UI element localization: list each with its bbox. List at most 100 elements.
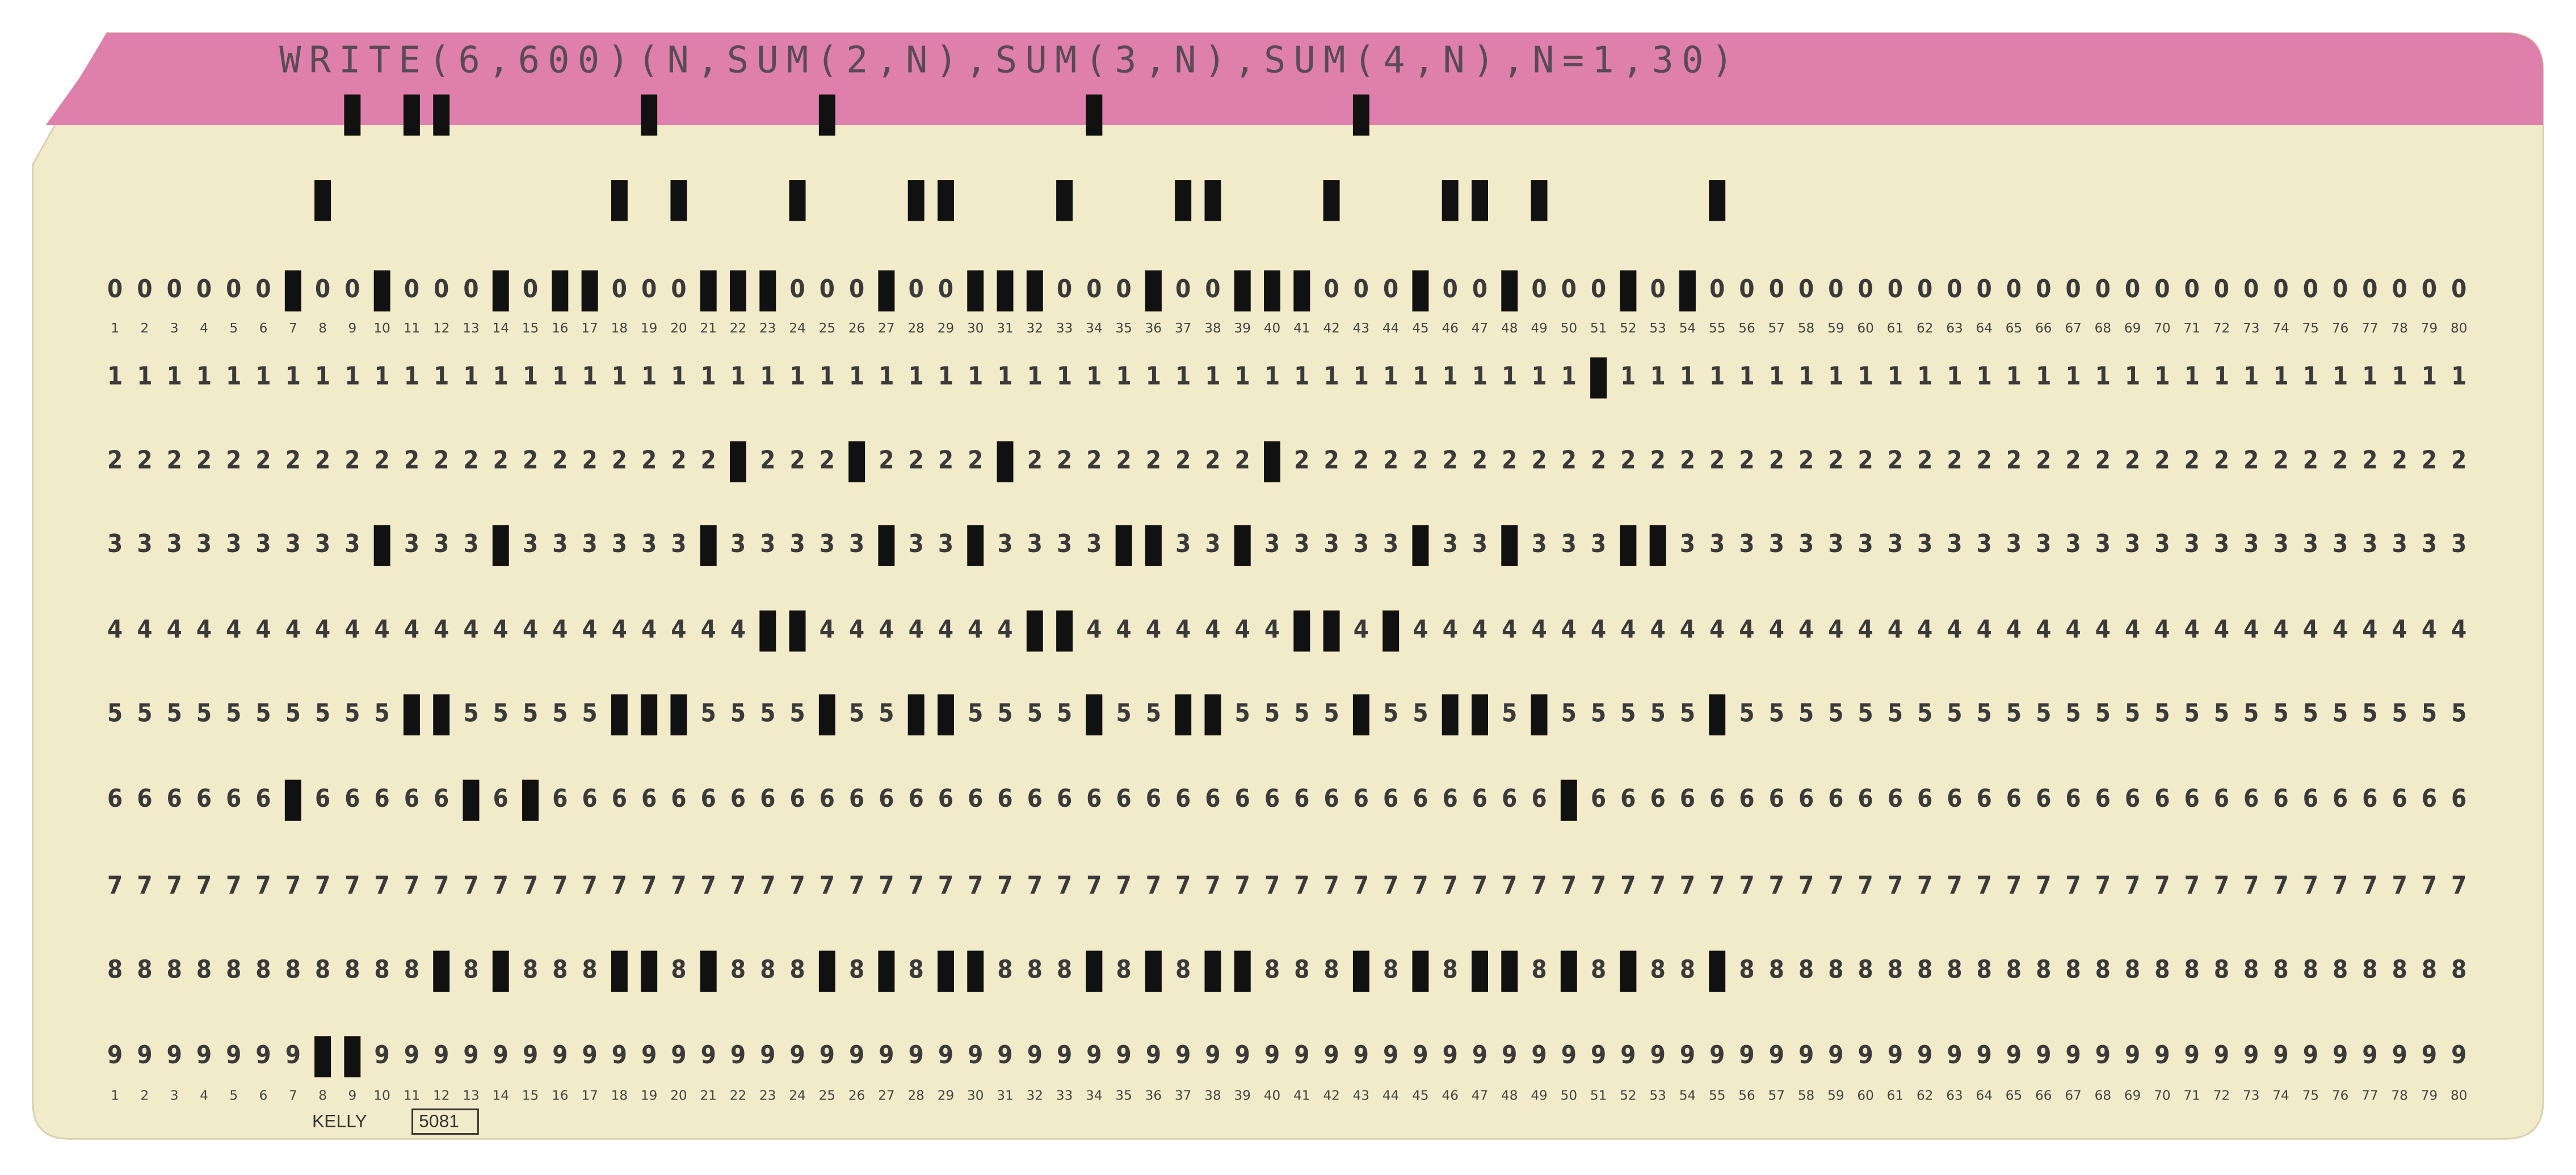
printed-digit: 9 <box>2214 1041 2229 1069</box>
printed-digit: 2 <box>1354 446 1369 474</box>
printed-digit: 3 <box>2243 530 2259 558</box>
printed-digit: 9 <box>1858 1041 1873 1069</box>
punch <box>433 694 450 736</box>
printed-digit: 5 <box>1561 699 1577 727</box>
printed-digit: 6 <box>255 785 271 813</box>
printed-digit: 2 <box>404 446 419 474</box>
printed-digit: 5 <box>1324 699 1339 727</box>
printed-digit: 6 <box>2273 785 2288 813</box>
printed-digit: 4 <box>2422 616 2437 644</box>
pink-stripe <box>46 32 2544 125</box>
printed-digit: 1 <box>493 363 509 391</box>
printed-digit: 2 <box>2184 446 2200 474</box>
punch <box>1145 525 1162 566</box>
printed-digit: 4 <box>612 616 627 644</box>
punch <box>641 950 658 992</box>
printed-digit: 5 <box>2303 699 2318 727</box>
printed-digit: 9 <box>196 1041 212 1069</box>
printed-digit: 3 <box>167 530 182 558</box>
printed-digit: 5 <box>1294 699 1309 727</box>
printed-digit: 5 <box>1977 699 1992 727</box>
printed-digit: 2 <box>1086 446 1102 474</box>
printed-digit: 9 <box>1443 1041 1458 1069</box>
column-number: 35 <box>1115 321 1132 336</box>
printed-digit: 9 <box>849 1041 864 1069</box>
printed-digit: 2 <box>1709 446 1725 474</box>
printed-digit: 3 <box>137 530 152 558</box>
printed-digit: 4 <box>1917 616 1932 644</box>
printed-digit: 0 <box>255 275 271 304</box>
interpretation: WRITE(6,600)(N,SUM(2,N),SUM(3,N),SUM(4,N… <box>279 40 1733 82</box>
printed-digit: 9 <box>1086 1041 1102 1069</box>
column-number: 43 <box>1353 321 1369 336</box>
printed-digit: 2 <box>1324 446 1339 474</box>
column-number: 77 <box>2361 1088 2378 1103</box>
printed-digit: 4 <box>1413 616 1428 644</box>
printed-digit: 5 <box>2184 699 2200 727</box>
printed-digit: 1 <box>226 363 241 391</box>
printed-digit: 4 <box>226 616 241 644</box>
printed-digit: 2 <box>612 446 627 474</box>
punch <box>1472 694 1488 736</box>
column-number: 2 <box>141 1088 149 1103</box>
column-number: 3 <box>170 1088 179 1103</box>
punch <box>1115 525 1132 566</box>
column-number: 52 <box>1620 1088 1636 1103</box>
printed-digit: 1 <box>315 363 330 391</box>
printed-digit: 6 <box>404 785 419 813</box>
column-number: 39 <box>1234 321 1251 336</box>
printed-digit: 6 <box>552 785 568 813</box>
printed-digit: 8 <box>1294 955 1309 984</box>
punch <box>1620 525 1637 566</box>
column-number: 3 <box>170 321 179 336</box>
printed-digit: 2 <box>1947 446 1962 474</box>
printed-digit: 5 <box>1947 699 1962 727</box>
printed-digit: 7 <box>760 872 775 900</box>
punch <box>1323 610 1340 652</box>
printed-digit: 4 <box>137 616 152 644</box>
printed-digit: 5 <box>226 699 241 727</box>
printed-digit: 8 <box>1531 955 1547 984</box>
printed-digit: 6 <box>1146 785 1161 813</box>
printed-digit: 7 <box>1798 872 1814 900</box>
column-number: 16 <box>552 1088 568 1103</box>
column-number: 60 <box>1857 1088 1873 1103</box>
punch <box>1234 525 1251 566</box>
printed-digit: 5 <box>1146 699 1161 727</box>
punch <box>997 441 1014 483</box>
printed-digit: 9 <box>434 1041 449 1069</box>
printed-digit: 2 <box>789 446 805 474</box>
printed-digit: 7 <box>2422 872 2437 900</box>
column-number: 5 <box>229 1088 238 1103</box>
printed-digit: 6 <box>2451 785 2466 813</box>
printed-digit: 8 <box>226 955 241 984</box>
printed-digit: 9 <box>730 1041 746 1069</box>
column-number: 54 <box>1679 1088 1696 1103</box>
printed-digit: 7 <box>255 872 271 900</box>
printed-digit: 3 <box>107 530 123 558</box>
punch <box>848 441 865 483</box>
printed-digit: 3 <box>1828 530 1843 558</box>
printed-digit: 4 <box>404 616 419 644</box>
printed-digit: 7 <box>997 872 1012 900</box>
printed-digit: 6 <box>701 785 716 813</box>
printed-digit: 3 <box>1472 530 1487 558</box>
column-number: 69 <box>2124 321 2141 336</box>
column-number: 6 <box>259 1088 268 1103</box>
printed-digit: 5 <box>375 699 390 727</box>
printed-digit: 0 <box>2006 275 2022 304</box>
column-number: 49 <box>1531 1088 1547 1103</box>
punch <box>878 950 895 992</box>
column-number: 75 <box>2302 1088 2319 1103</box>
printed-digit: 8 <box>2392 955 2407 984</box>
printed-digit: 7 <box>2006 872 2022 900</box>
punch <box>967 270 984 311</box>
printed-digit: 1 <box>1146 363 1161 391</box>
column-number: 40 <box>1264 321 1280 336</box>
printed-digit: 9 <box>2303 1041 2318 1069</box>
printed-digit: 9 <box>2125 1041 2140 1069</box>
printed-digit: 9 <box>2006 1041 2022 1069</box>
printed-digit: 0 <box>167 275 182 304</box>
printed-digit: 4 <box>1650 616 1666 644</box>
printed-digit: 9 <box>1472 1041 1487 1069</box>
